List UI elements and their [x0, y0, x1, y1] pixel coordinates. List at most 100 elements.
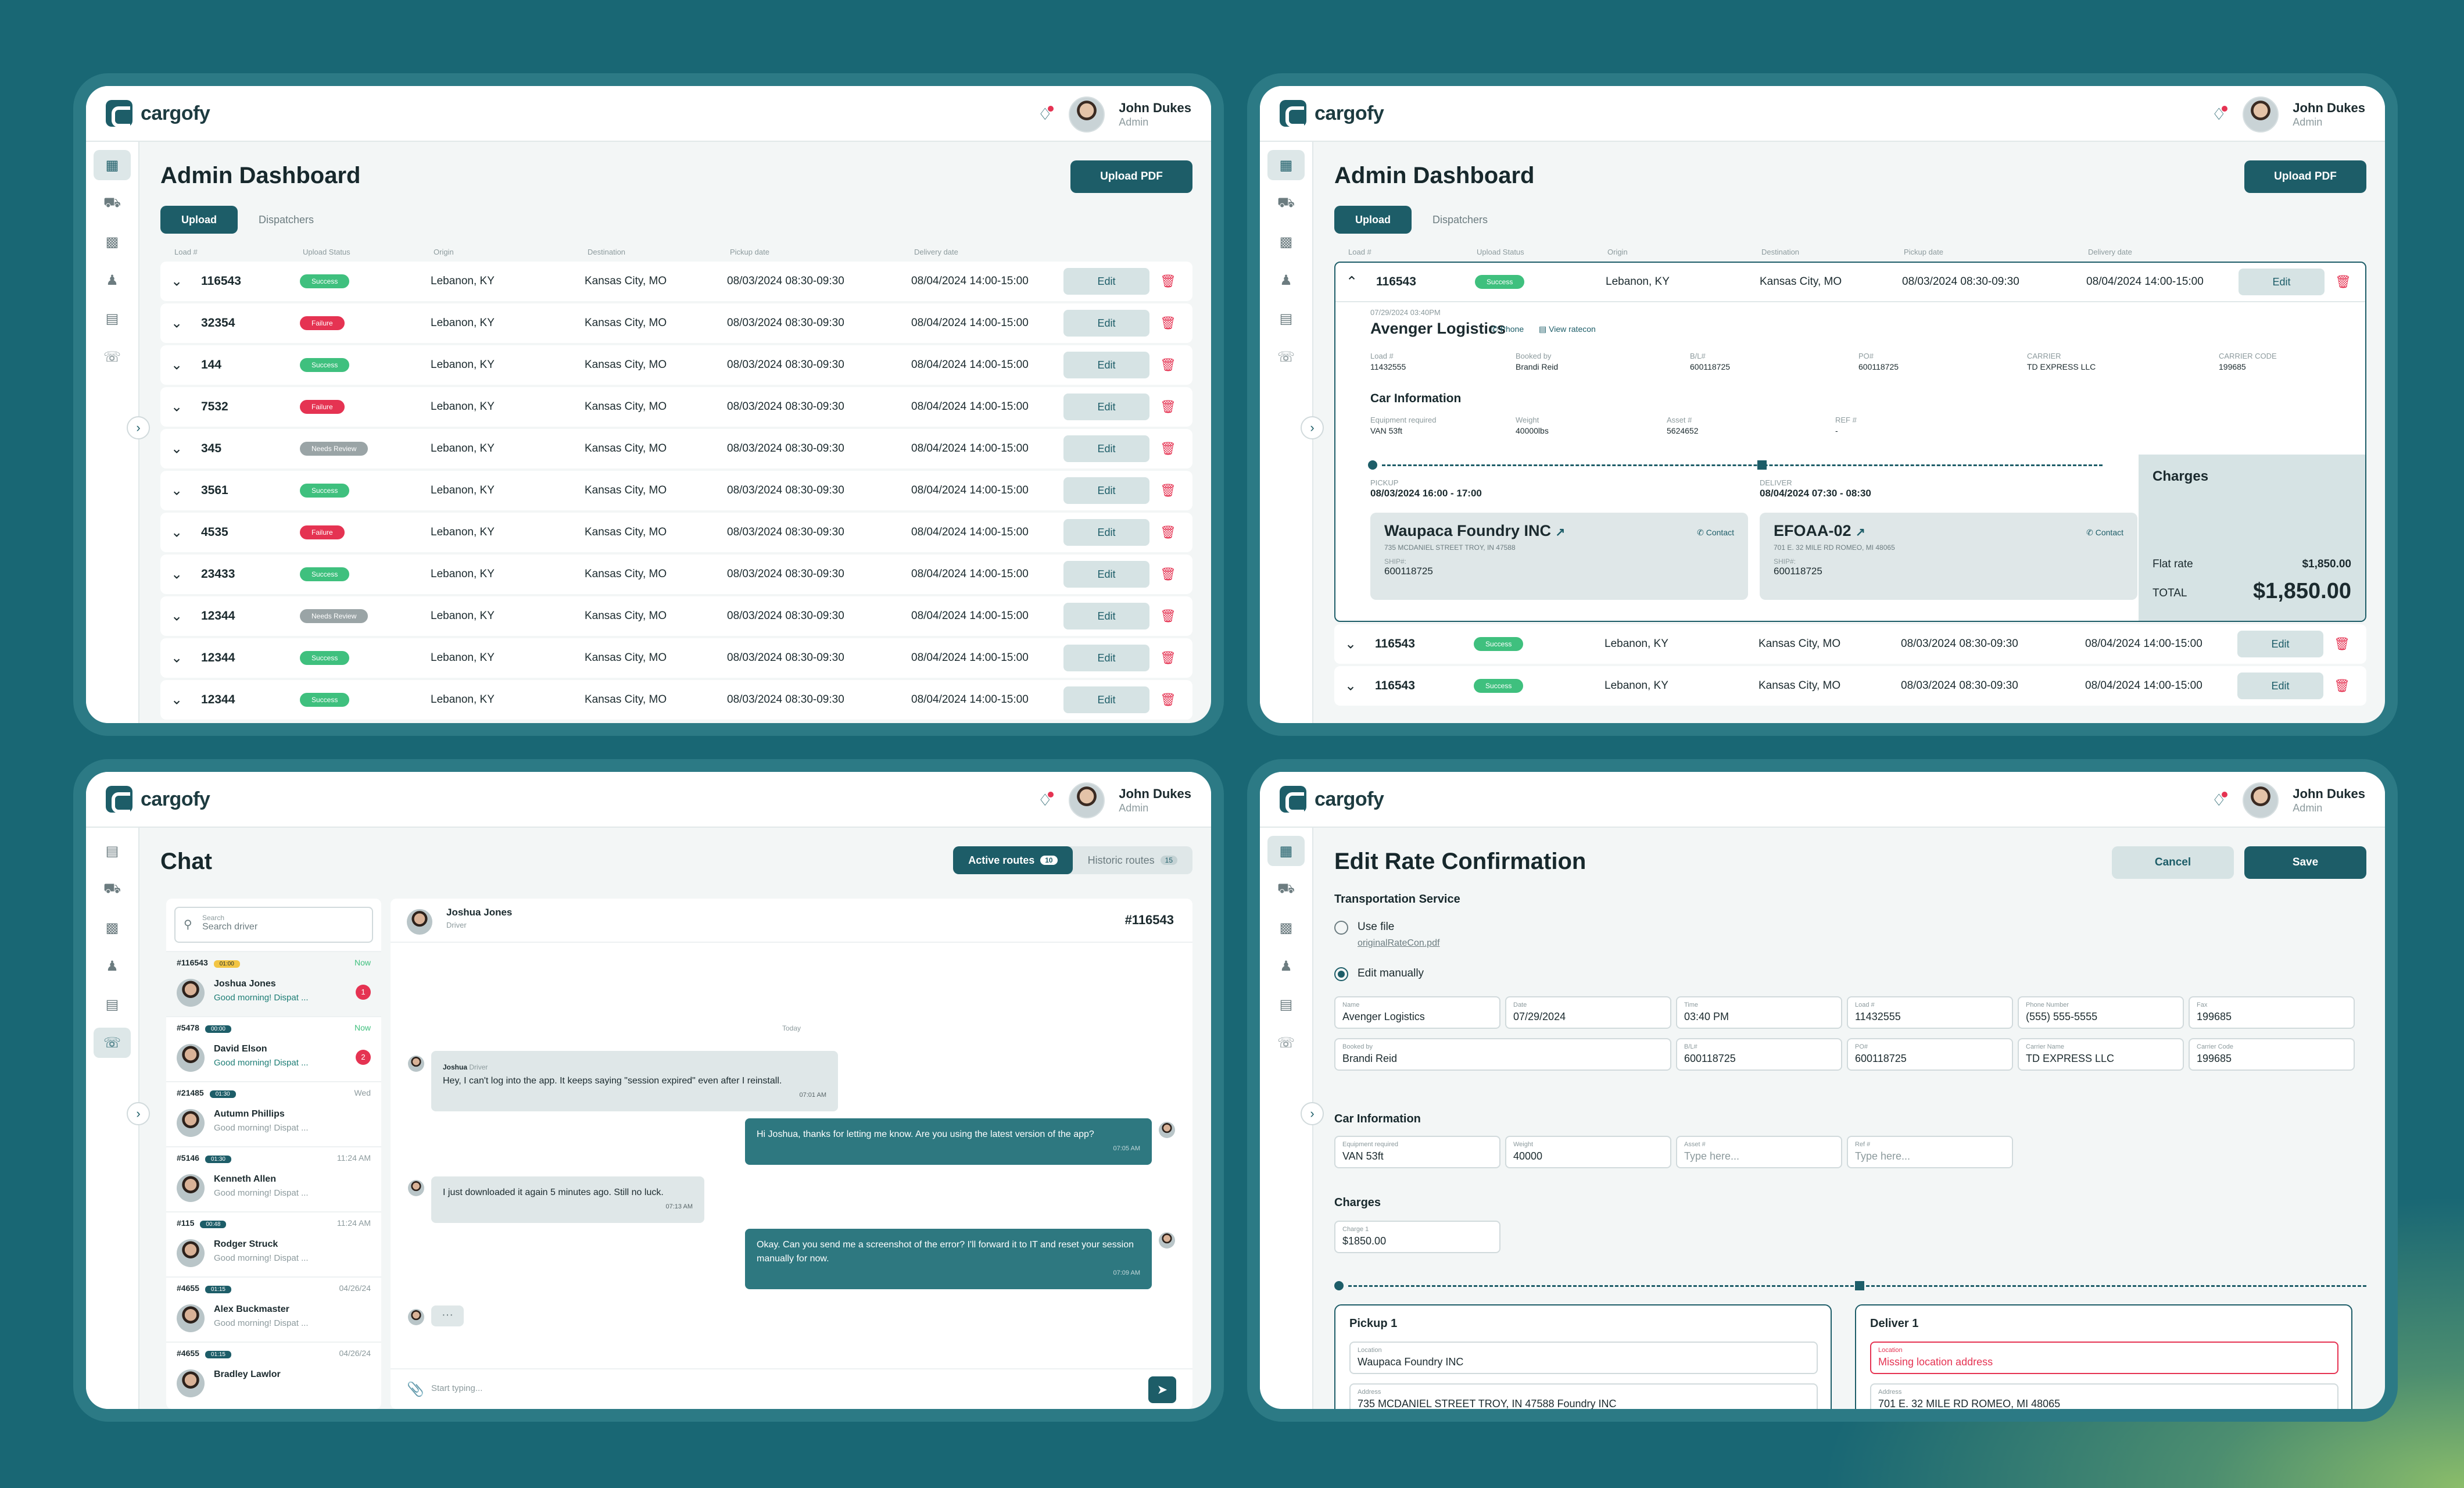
bell-icon[interactable]: ♢: [1035, 105, 1055, 124]
form-field[interactable]: Booked by Brandi Reid: [1334, 1038, 1671, 1071]
chevron-down-icon[interactable]: ⌄: [171, 315, 183, 331]
edit-button[interactable]: Edit: [1063, 603, 1149, 629]
edit-button[interactable]: Edit: [1063, 477, 1149, 504]
edit-button[interactable]: Edit: [1063, 310, 1149, 337]
form-field[interactable]: Time 03:40 PM: [1676, 996, 1842, 1029]
chevron-down-icon[interactable]: ⌄: [171, 399, 183, 415]
map-icon[interactable]: ▩: [1279, 234, 1293, 250]
trash-icon[interactable]: 🗑: [1160, 692, 1176, 707]
trash-icon[interactable]: 🗑: [1160, 483, 1176, 498]
chevron-up-icon[interactable]: ⌃: [1346, 274, 1358, 290]
support-icon[interactable]: ☏: [103, 349, 121, 365]
car-field[interactable]: Equipment required VAN 53ft: [1334, 1136, 1500, 1168]
chevron-down-icon[interactable]: ⌄: [171, 566, 183, 582]
document-icon[interactable]: ▤: [1279, 310, 1293, 327]
chevron-down-icon[interactable]: ⌄: [1345, 678, 1357, 694]
charge-field[interactable]: Charge 1 $1850.00: [1334, 1221, 1500, 1253]
form-field[interactable]: Fax 199685: [2189, 996, 2355, 1029]
table-row[interactable]: ⌄ 116543 Success Lebanon, KY Kansas City, MO…: [1334, 666, 2366, 706]
bell-icon[interactable]: ♢: [2209, 105, 2229, 124]
table-row[interactable]: ⌄ 144 Success Lebanon, KY Kansas City, MO 08/…: [160, 345, 1192, 385]
pickup-location-field[interactable]: Location Waupaca Foundry INC: [1349, 1342, 1818, 1374]
table-row[interactable]: ⌄ 32354 Failure Lebanon, KY Kansas City, MO 0…: [160, 303, 1192, 343]
avatar[interactable]: [1069, 96, 1105, 133]
message-input[interactable]: Start typing...: [431, 1383, 483, 1393]
car-field[interactable]: Ref # Type here...: [1847, 1136, 2013, 1168]
trash-icon[interactable]: 🗑: [1160, 525, 1176, 539]
upload-pdf-button[interactable]: Upload PDF: [1070, 160, 1192, 193]
dashboard-icon[interactable]: ▦: [94, 150, 131, 180]
truck-icon[interactable]: ⛟: [1277, 881, 1295, 896]
trash-icon[interactable]: 🗑: [1160, 399, 1176, 414]
table-row[interactable]: ⌄ 12344 Success Lebanon, KY Kansas City, MO 0…: [160, 680, 1192, 720]
trash-icon[interactable]: 🗑: [1160, 567, 1176, 581]
dashboard-icon[interactable]: ▦: [1267, 150, 1305, 180]
list-item[interactable]: #116543 01:00 Now Joshua Jones Good morning!…: [166, 951, 381, 1016]
table-row[interactable]: ⌄ 4535 Failure Lebanon, KY Kansas City, MO 08…: [160, 513, 1192, 552]
upload-pdf-button[interactable]: Upload PDF: [2244, 160, 2366, 193]
view-ratecon-link[interactable]: ▤ View ratecon: [1539, 324, 1596, 334]
truck-icon[interactable]: ⛟: [103, 195, 121, 210]
chevron-down-icon[interactable]: ⌄: [171, 650, 183, 666]
contact-link[interactable]: ✆ Contact: [1697, 528, 1734, 537]
tab-dispatchers[interactable]: Dispatchers: [259, 213, 314, 226]
tab-active-routes[interactable]: Active routes 10: [953, 846, 1073, 874]
chevron-down-icon[interactable]: ⌄: [171, 482, 183, 499]
support-icon[interactable]: ☏: [1277, 1035, 1295, 1051]
chevron-down-icon[interactable]: ⌄: [1345, 636, 1357, 652]
list-item[interactable]: #5146 01:30 11:24 AM Kenneth Allen Good morn…: [166, 1146, 381, 1211]
table-row[interactable]: ⌄ 116543 Success Lebanon, KY Kansas City, MO…: [1334, 624, 2366, 664]
pickup-address-field[interactable]: Address 735 MCDANIEL STREET TROY, IN 4758…: [1349, 1383, 1818, 1409]
edit-button[interactable]: Edit: [1063, 352, 1149, 378]
users-icon[interactable]: ♟: [1280, 272, 1292, 288]
report-icon[interactable]: ▤: [105, 996, 119, 1013]
map-icon[interactable]: ▩: [105, 234, 119, 250]
edit-button[interactable]: Edit: [1063, 519, 1149, 546]
chevron-down-icon[interactable]: ⌄: [171, 524, 183, 541]
form-field[interactable]: Carrier Code 199685: [2189, 1038, 2355, 1071]
truck-icon[interactable]: ⛟: [1277, 195, 1295, 210]
table-row[interactable]: ⌄ 116543 Success Lebanon, KY Kansas City, MO…: [160, 262, 1192, 301]
users-icon[interactable]: ♟: [106, 958, 119, 974]
trash-icon[interactable]: 🗑: [1160, 357, 1176, 372]
trash-icon[interactable]: 🗑: [1160, 316, 1176, 330]
external-link-icon[interactable]: ↗: [1856, 526, 1865, 539]
list-item[interactable]: #5478 00:00 Now David Elson Good morning! Di…: [166, 1016, 381, 1081]
table-row[interactable]: ⌄ 23433 Success Lebanon, KY Kansas City, MO 0…: [160, 555, 1192, 594]
form-field[interactable]: Carrier Name TD EXPRESS LLC: [2018, 1038, 2184, 1071]
save-button[interactable]: Save: [2244, 846, 2366, 879]
support-icon[interactable]: ☏: [94, 1028, 131, 1058]
users-icon[interactable]: ♟: [1280, 958, 1292, 974]
list-item[interactable]: #115 00:48 11:24 AM Rodger Struck Good morni…: [166, 1211, 381, 1276]
search-input[interactable]: ⚲ Search Search driver: [174, 907, 373, 943]
car-field[interactable]: Asset # Type here...: [1676, 1136, 1842, 1168]
logo[interactable]: cargofy: [1280, 100, 1384, 127]
dashboard-icon[interactable]: ▦: [1267, 836, 1305, 866]
tab-historic-routes[interactable]: Historic routes 15: [1073, 846, 1192, 874]
document-icon[interactable]: ▤: [105, 310, 119, 327]
tab-dispatchers[interactable]: Dispatchers: [1432, 213, 1488, 226]
table-row[interactable]: ⌄ 7532 Failure Lebanon, KY Kansas City, MO 08…: [160, 387, 1192, 427]
edit-button[interactable]: Edit: [1063, 268, 1149, 295]
table-row[interactable]: ⌄ 3561 Success Lebanon, KY Kansas City, MO 08…: [160, 471, 1192, 510]
form-field[interactable]: Phone Number (555) 555-5555: [2018, 996, 2184, 1029]
collapse-sidebar-button[interactable]: ›: [127, 1102, 150, 1125]
form-field[interactable]: Date 07/29/2024: [1505, 996, 1671, 1029]
use-file-radio[interactable]: [1334, 921, 1348, 935]
tab-upload[interactable]: Upload: [1334, 206, 1412, 234]
chevron-down-icon[interactable]: ⌄: [171, 273, 183, 289]
collapse-sidebar-button[interactable]: ›: [1301, 416, 1324, 439]
edit-button[interactable]: Edit: [1063, 645, 1149, 671]
users-icon[interactable]: ♟: [106, 272, 119, 288]
support-icon[interactable]: ☏: [1277, 349, 1295, 365]
edit-button[interactable]: Edit: [2237, 673, 2323, 699]
edit-button[interactable]: Edit: [1063, 394, 1149, 420]
truck-icon[interactable]: ⛟: [103, 881, 121, 896]
logo[interactable]: cargofy: [106, 786, 210, 813]
trash-icon[interactable]: 🗑: [1160, 441, 1176, 456]
chevron-down-icon[interactable]: ⌄: [171, 357, 183, 373]
map-icon[interactable]: ▩: [105, 920, 119, 936]
form-field[interactable]: PO# 600118725: [1847, 1038, 2013, 1071]
collapse-sidebar-button[interactable]: ›: [127, 416, 150, 439]
bell-icon[interactable]: ♢: [2209, 791, 2229, 810]
